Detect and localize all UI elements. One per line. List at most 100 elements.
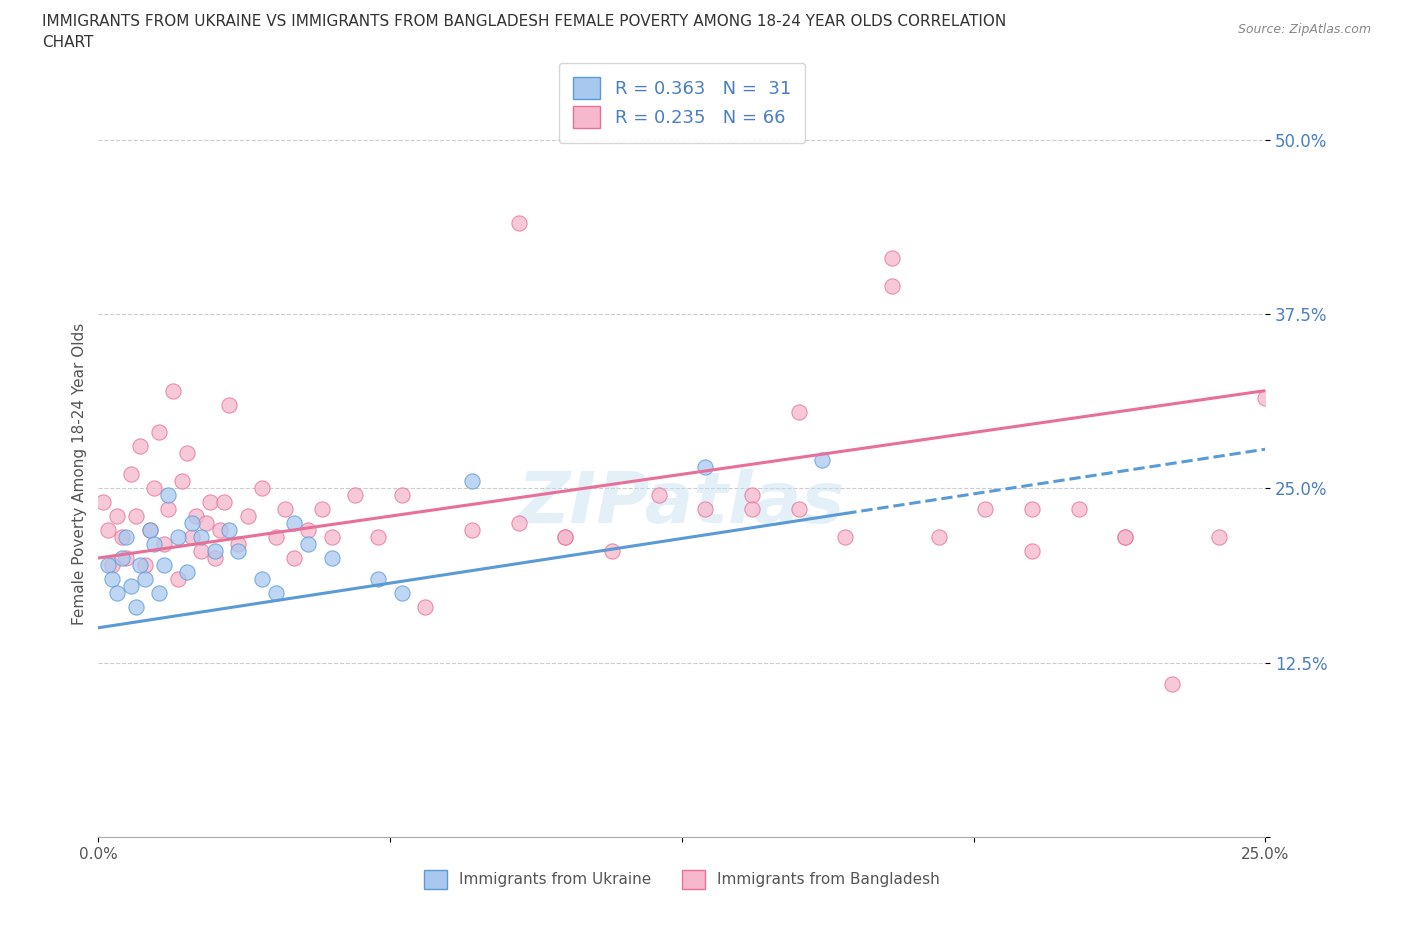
Point bbox=[204, 551, 226, 565]
Point bbox=[129, 439, 152, 454]
Point bbox=[321, 530, 343, 545]
Point bbox=[176, 565, 198, 579]
Point bbox=[297, 537, 319, 551]
Point bbox=[214, 495, 236, 510]
Point bbox=[250, 571, 273, 587]
Point bbox=[250, 481, 273, 496]
Point bbox=[129, 558, 152, 573]
Point bbox=[101, 571, 124, 587]
Point bbox=[152, 537, 174, 551]
Point bbox=[139, 523, 162, 538]
Point bbox=[186, 509, 208, 524]
Point bbox=[344, 488, 367, 503]
Point bbox=[834, 530, 856, 545]
Point bbox=[741, 502, 763, 517]
Point bbox=[554, 530, 576, 545]
Point bbox=[111, 530, 134, 545]
Point bbox=[228, 544, 250, 559]
Text: CHART: CHART bbox=[42, 35, 94, 50]
Point bbox=[105, 509, 128, 524]
Point bbox=[391, 586, 413, 601]
Point bbox=[974, 502, 997, 517]
Point bbox=[218, 523, 240, 538]
Point bbox=[228, 537, 250, 551]
Point bbox=[647, 488, 669, 503]
Point bbox=[180, 516, 202, 531]
Point bbox=[1161, 676, 1184, 691]
Y-axis label: Female Poverty Among 18-24 Year Olds: Female Poverty Among 18-24 Year Olds bbox=[72, 324, 87, 626]
Point bbox=[461, 474, 484, 489]
Point bbox=[508, 216, 530, 231]
Text: Source: ZipAtlas.com: Source: ZipAtlas.com bbox=[1237, 23, 1371, 36]
Point bbox=[283, 516, 305, 531]
Point bbox=[274, 502, 297, 517]
Point bbox=[190, 544, 212, 559]
Point bbox=[787, 405, 810, 419]
Point bbox=[880, 251, 903, 266]
Legend: Immigrants from Ukraine, Immigrants from Bangladesh: Immigrants from Ukraine, Immigrants from… bbox=[418, 864, 946, 895]
Point bbox=[321, 551, 343, 565]
Point bbox=[204, 544, 226, 559]
Point bbox=[111, 551, 134, 565]
Point bbox=[1208, 530, 1230, 545]
Point bbox=[811, 453, 834, 468]
Point bbox=[157, 488, 180, 503]
Point bbox=[157, 502, 180, 517]
Point bbox=[166, 530, 188, 545]
Point bbox=[600, 544, 623, 559]
Point bbox=[880, 279, 903, 294]
Point bbox=[172, 474, 194, 489]
Point bbox=[143, 537, 166, 551]
Point bbox=[139, 523, 162, 538]
Point bbox=[554, 530, 576, 545]
Point bbox=[787, 502, 810, 517]
Point bbox=[120, 578, 142, 593]
Point bbox=[143, 481, 166, 496]
Point bbox=[115, 530, 138, 545]
Point bbox=[508, 516, 530, 531]
Point bbox=[1067, 502, 1090, 517]
Point bbox=[367, 530, 389, 545]
Point bbox=[97, 558, 120, 573]
Point bbox=[1021, 502, 1043, 517]
Point bbox=[695, 460, 717, 475]
Point bbox=[1114, 530, 1136, 545]
Text: ZIPatlas: ZIPatlas bbox=[519, 469, 845, 538]
Point bbox=[695, 502, 717, 517]
Point bbox=[134, 558, 156, 573]
Point bbox=[283, 551, 305, 565]
Point bbox=[194, 516, 217, 531]
Point bbox=[391, 488, 413, 503]
Point bbox=[264, 586, 287, 601]
Point bbox=[91, 495, 114, 510]
Point bbox=[101, 558, 124, 573]
Point bbox=[1021, 544, 1043, 559]
Point bbox=[162, 383, 184, 398]
Point bbox=[180, 530, 202, 545]
Point bbox=[413, 600, 436, 615]
Point bbox=[120, 467, 142, 482]
Point bbox=[115, 551, 138, 565]
Point bbox=[125, 509, 148, 524]
Point bbox=[741, 488, 763, 503]
Point bbox=[1114, 530, 1136, 545]
Point bbox=[218, 397, 240, 412]
Point bbox=[148, 586, 170, 601]
Point bbox=[297, 523, 319, 538]
Point bbox=[367, 571, 389, 587]
Point bbox=[176, 446, 198, 461]
Point bbox=[264, 530, 287, 545]
Point bbox=[134, 571, 156, 587]
Point bbox=[97, 523, 120, 538]
Point bbox=[200, 495, 222, 510]
Text: IMMIGRANTS FROM UKRAINE VS IMMIGRANTS FROM BANGLADESH FEMALE POVERTY AMONG 18-24: IMMIGRANTS FROM UKRAINE VS IMMIGRANTS FR… bbox=[42, 14, 1007, 29]
Point bbox=[105, 586, 128, 601]
Point bbox=[928, 530, 950, 545]
Point bbox=[461, 523, 484, 538]
Point bbox=[1254, 391, 1277, 405]
Point bbox=[311, 502, 333, 517]
Point bbox=[152, 558, 174, 573]
Point bbox=[166, 571, 188, 587]
Point bbox=[125, 600, 148, 615]
Point bbox=[236, 509, 259, 524]
